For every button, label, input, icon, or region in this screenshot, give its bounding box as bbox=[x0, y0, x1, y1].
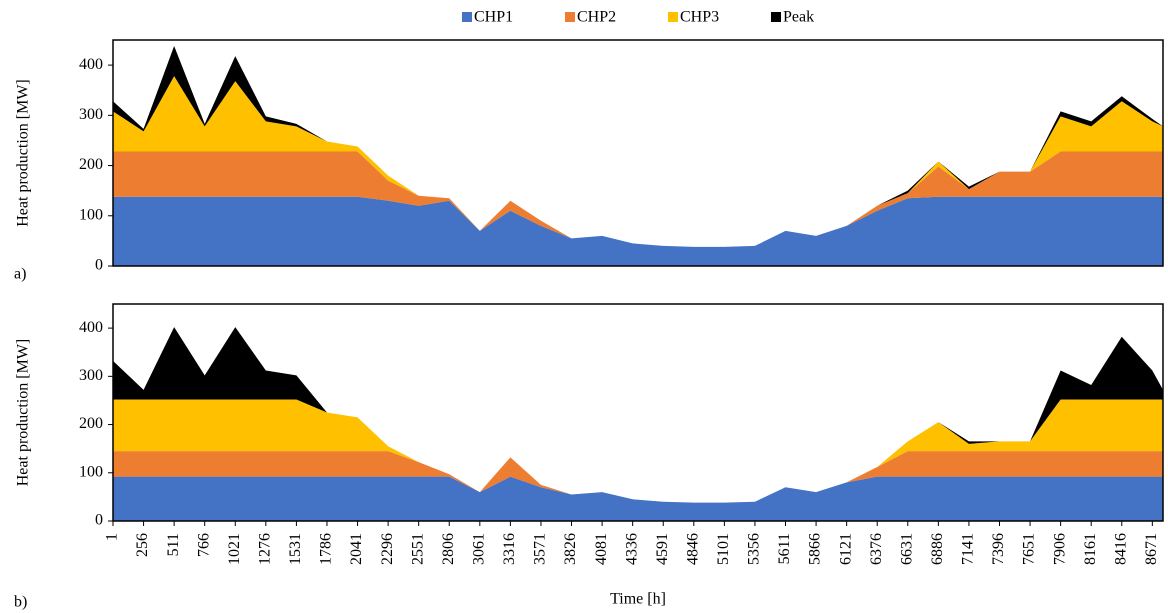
area bbox=[113, 196, 1163, 266]
x-tick-label: 511 bbox=[165, 533, 182, 556]
panel-label: b) bbox=[14, 594, 27, 611]
x-tick-label: 766 bbox=[195, 533, 212, 557]
x-tick-label: 8416 bbox=[1112, 533, 1129, 565]
y-tick-label: 400 bbox=[79, 319, 103, 336]
legend-swatch bbox=[668, 12, 678, 22]
x-tick-label: 3826 bbox=[562, 533, 579, 565]
x-tick-label: 3316 bbox=[501, 533, 518, 565]
legend-label: Peak bbox=[783, 9, 814, 26]
panel-label: a) bbox=[14, 266, 26, 283]
x-tick-label: 4846 bbox=[684, 533, 701, 565]
plot-frame bbox=[112, 303, 1164, 522]
x-tick-label: 4336 bbox=[623, 533, 640, 565]
x-tick-label: 1276 bbox=[257, 533, 274, 565]
y-tick-label: 400 bbox=[79, 56, 103, 73]
legend-label: CHP2 bbox=[577, 9, 616, 26]
x-tick-label: 2806 bbox=[440, 533, 457, 565]
area bbox=[113, 399, 1163, 503]
x-tick-label: 2296 bbox=[379, 533, 396, 565]
x-tick-label: 2551 bbox=[409, 533, 426, 565]
legend-swatch bbox=[462, 12, 472, 22]
x-tick-label: 6376 bbox=[868, 533, 885, 565]
legend-swatch bbox=[771, 12, 781, 22]
x-tick-label: 6631 bbox=[898, 533, 915, 565]
x-tick-label: 8671 bbox=[1143, 533, 1160, 565]
x-axis-label: Time [h] bbox=[610, 591, 666, 608]
area bbox=[113, 151, 1163, 247]
legend: CHP1 CHP2 CHP3 Peak bbox=[462, 9, 814, 26]
legend-swatch bbox=[565, 12, 575, 22]
x-tick-label: 3571 bbox=[532, 533, 549, 565]
area bbox=[113, 451, 1163, 503]
y-tick-label: 300 bbox=[79, 106, 103, 123]
x-tick-label: 6121 bbox=[837, 533, 854, 565]
x-tick-label: 7651 bbox=[1021, 533, 1038, 565]
y-tick-label: 0 bbox=[95, 257, 103, 274]
area bbox=[113, 476, 1163, 521]
x-tick-label: 7141 bbox=[960, 533, 977, 565]
x-tick-label: 3061 bbox=[470, 533, 487, 565]
x-tick-label: 1786 bbox=[318, 533, 335, 565]
x-tick-label: 7906 bbox=[1051, 533, 1068, 565]
x-tick-label: 4081 bbox=[593, 533, 610, 565]
x-tick-label: 6886 bbox=[929, 533, 946, 565]
x-tick-label: 4591 bbox=[654, 533, 671, 565]
legend-label: CHP3 bbox=[680, 9, 719, 26]
x-tick-label: 8161 bbox=[1082, 533, 1099, 565]
y-axis-label: Heat production [MW] bbox=[15, 79, 32, 227]
y-axis-label: Heat production [MW] bbox=[15, 339, 32, 487]
x-tick-label: 1531 bbox=[287, 533, 304, 565]
x-tick-label: 5611 bbox=[776, 533, 793, 564]
y-tick-label: 200 bbox=[79, 156, 103, 173]
x-tick-label: 2041 bbox=[348, 533, 365, 565]
y-tick-label: 0 bbox=[95, 512, 103, 529]
x-tick-label: 7396 bbox=[990, 533, 1007, 565]
y-tick-label: 300 bbox=[79, 367, 103, 384]
y-tick-label: 100 bbox=[79, 206, 103, 223]
x-tick-label: 256 bbox=[134, 533, 151, 557]
legend-label: CHP1 bbox=[474, 9, 513, 26]
x-tick-label: 5356 bbox=[746, 533, 763, 565]
y-tick-label: 100 bbox=[79, 463, 103, 480]
x-tick-label: 5101 bbox=[715, 533, 732, 565]
plot-frame bbox=[112, 39, 1164, 267]
y-tick-label: 200 bbox=[79, 415, 103, 432]
x-tick-label: 1021 bbox=[226, 533, 243, 565]
x-tick-label: 5866 bbox=[807, 533, 824, 565]
x-tick-label: 1 bbox=[104, 533, 121, 541]
